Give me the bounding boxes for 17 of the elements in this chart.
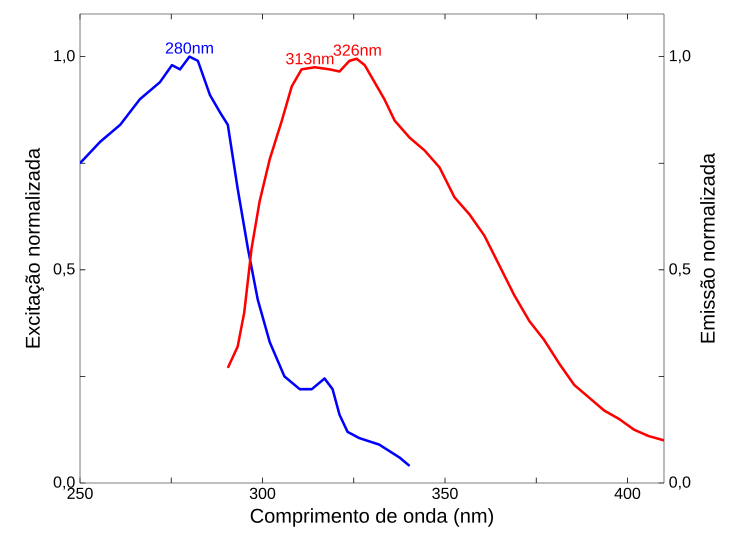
y2-tick-label: 1,0 bbox=[670, 50, 690, 64]
y2-tick-label: 0,5 bbox=[669, 263, 690, 276]
y-tick-label: 0,5 bbox=[54, 263, 75, 276]
y-tick-label: 0,0 bbox=[54, 476, 75, 490]
x-tick-label: 300 bbox=[250, 488, 276, 500]
x-axis-title: Comprimento de onda (nm) bbox=[250, 508, 493, 527]
x-tick-label: 350 bbox=[432, 488, 458, 500]
annotation: 313nm bbox=[286, 53, 334, 64]
x-tick-label: 250 bbox=[67, 488, 93, 500]
y2-axis-title: Emissão normalizada bbox=[700, 152, 715, 342]
y2-tick-label: 0,0 bbox=[669, 476, 690, 490]
line-series bbox=[80, 55, 411, 468]
y-axis-title: Excitação normalizada bbox=[25, 148, 44, 348]
annotation: 326nm bbox=[334, 44, 381, 56]
annotation: 280nm bbox=[166, 42, 213, 54]
y-tick-label: 1,0 bbox=[54, 50, 75, 64]
x-tick-label: 400 bbox=[614, 488, 640, 500]
